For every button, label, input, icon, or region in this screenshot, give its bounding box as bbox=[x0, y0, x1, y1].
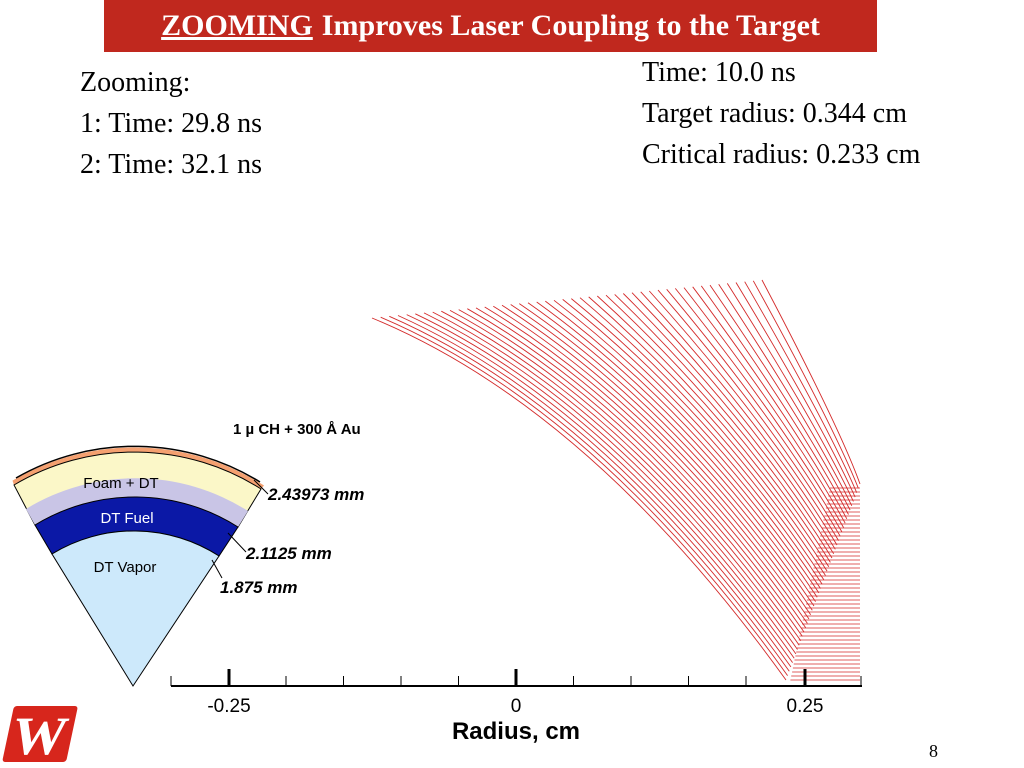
layer-label-foam-dt: Foam + DT bbox=[83, 475, 158, 492]
layer-label-dt-fuel: DT Fuel bbox=[100, 510, 153, 527]
radius-label-outer: 2.43973 mm bbox=[267, 485, 364, 504]
laser-ray bbox=[389, 315, 790, 672]
leader-line-middle bbox=[227, 532, 247, 553]
radius-label-middle: 2.1125 mm bbox=[245, 544, 332, 563]
laser-ray bbox=[648, 290, 839, 541]
dt-vapor-layer bbox=[51, 530, 220, 687]
laser-ray bbox=[397, 315, 792, 668]
laser-ray bbox=[406, 314, 793, 663]
laser-ray bbox=[519, 303, 815, 607]
laser-ray bbox=[631, 292, 836, 550]
laser-ray bbox=[657, 289, 841, 537]
laser-ray bbox=[596, 295, 830, 568]
axis-title: Radius, cm bbox=[452, 718, 580, 745]
shell-label: 1 µ CH + 300 Å Au bbox=[233, 421, 361, 438]
laser-ray bbox=[423, 312, 797, 655]
laser-ray bbox=[415, 313, 795, 659]
logo-glyph: W bbox=[6, 706, 73, 766]
laser-ray bbox=[726, 283, 854, 502]
laser-ray bbox=[579, 297, 826, 576]
foam-transition-band bbox=[26, 478, 248, 527]
laser-ray bbox=[571, 298, 825, 581]
laser-ray bbox=[553, 299, 821, 589]
axis-tick-label-pos: 0.25 bbox=[787, 696, 824, 717]
ablator-layer bbox=[12, 447, 264, 489]
laser-ray bbox=[735, 282, 856, 498]
laser-ray bbox=[700, 285, 849, 515]
laser-ray bbox=[692, 286, 848, 520]
laser-ray bbox=[761, 279, 861, 485]
laser-ray bbox=[614, 294, 833, 559]
laser-ray bbox=[640, 291, 838, 546]
laser-ray bbox=[588, 296, 828, 572]
axis-tick-label-zero: 0 bbox=[511, 696, 522, 717]
time-value: Time: 10.0 ns bbox=[642, 57, 796, 88]
laser-ray bbox=[493, 305, 810, 620]
zooming-time-2: 2: Time: 32.1 ns bbox=[80, 149, 263, 180]
laser-ray bbox=[709, 284, 851, 511]
laser-ray bbox=[458, 309, 803, 637]
radius-axis bbox=[170, 669, 862, 687]
laser-ray bbox=[744, 281, 858, 493]
laser-ray bbox=[484, 306, 808, 624]
laser-ray bbox=[545, 300, 820, 594]
critical-radius: Critical radius: 0.233 cm bbox=[642, 139, 921, 170]
laser-ray bbox=[441, 310, 800, 646]
laser-ray bbox=[510, 304, 813, 611]
laser-ray bbox=[501, 304, 812, 615]
zooming-time-1: 1: Time: 29.8 ns bbox=[80, 108, 263, 139]
shell-outline bbox=[15, 445, 261, 483]
zooming-info: Zooming: 1: Time: 29.8 ns 2: Time: 32.1 … bbox=[80, 62, 262, 185]
laser-ray bbox=[527, 302, 816, 602]
laser-ray bbox=[475, 307, 807, 628]
axis-tick-label-neg: -0.25 bbox=[207, 696, 250, 717]
laser-ray bbox=[718, 283, 853, 506]
laser-ray bbox=[605, 294, 831, 563]
radius-label-inner: 1.875 mm bbox=[220, 578, 298, 597]
title-emphasis: ZOOMING bbox=[161, 9, 313, 42]
slide-title: ZOOMING Improves Laser Coupling to the T… bbox=[104, 0, 877, 52]
laser-ray bbox=[536, 301, 818, 598]
laser-ray bbox=[674, 288, 844, 528]
laser-ray bbox=[752, 280, 859, 489]
laser-ray bbox=[666, 289, 843, 533]
laser-ray bbox=[683, 287, 846, 524]
laser-ray bbox=[467, 308, 805, 633]
laser-ray bbox=[380, 316, 788, 676]
laser-ray bbox=[371, 317, 787, 681]
university-logo: W bbox=[2, 706, 78, 766]
page-number: 8 bbox=[929, 741, 938, 761]
laser-ray bbox=[562, 299, 823, 585]
target-info: Time: 10.0 ns Target radius: 0.344 cm Cr… bbox=[642, 52, 920, 175]
laser-ray bbox=[449, 310, 802, 642]
logo-background bbox=[2, 706, 78, 762]
zooming-heading: Zooming: bbox=[80, 67, 191, 98]
laser-ray bbox=[622, 293, 835, 554]
leader-line-outer bbox=[253, 479, 269, 495]
leader-line-inner bbox=[211, 559, 223, 579]
laser-ray bbox=[432, 311, 798, 650]
layer-label-dt-vapor: DT Vapor bbox=[94, 559, 157, 576]
title-text: Improves Laser Coupling to the Target bbox=[321, 9, 820, 42]
laser-ray-traces bbox=[371, 279, 861, 681]
target-radius: Target radius: 0.344 cm bbox=[642, 98, 908, 129]
target-wedge bbox=[12, 445, 264, 687]
